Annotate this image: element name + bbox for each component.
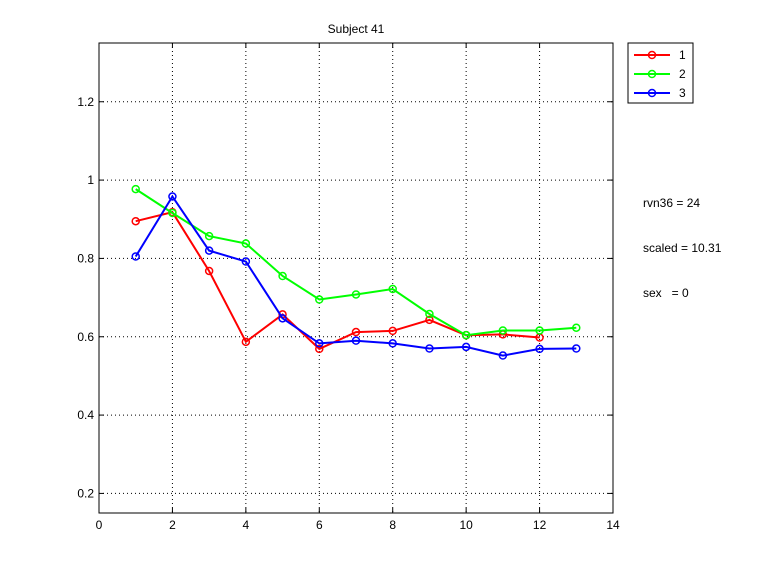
chart-title: Subject 41 [328,22,385,36]
legend: 1 2 3 [627,42,694,104]
series-line-3 [134,194,577,357]
x-tick-label: 4 [243,518,250,532]
data-point [168,208,177,218]
x-tick-label: 12 [533,518,547,532]
series-3 [131,192,581,360]
y-tick-label: 1 [87,173,94,187]
data-point [351,290,361,299]
data-point [535,344,544,354]
data-point [315,344,324,354]
annotation-sex: sex = 0 [643,286,689,300]
x-tick-label: 8 [389,518,396,532]
y-tick-label: 0.8 [77,251,94,265]
data-point [168,192,177,201]
data-point [388,339,397,348]
axis-ticks: 0 2 4 6 8 10 12 14 0.2 0.4 0.6 0.8 1 1.2 [77,43,620,532]
legend-marker-1 [647,50,657,60]
annotation-scaled: scaled = 10.31 [643,241,722,255]
legend-label-3: 3 [679,86,686,100]
data-point [315,339,324,348]
data-point [388,284,397,294]
annotation-rvn36: rvn36 = 24 [643,196,701,210]
legend-label-2: 2 [679,67,686,81]
x-tick-label: 14 [606,518,620,532]
data-point [315,295,324,304]
data-point [204,231,214,241]
data-point [572,323,581,332]
series-layer [131,184,581,360]
annotation-block: rvn36 = 24 scaled = 10.31 sex = 0 [643,166,721,316]
series-1 [131,207,544,354]
x-tick-label: 2 [169,518,176,532]
x-tick-label: 6 [316,518,323,532]
data-point [204,266,214,276]
data-point [498,326,508,335]
y-tick-label: 0.4 [77,408,94,422]
data-point [241,337,251,347]
data-point [425,344,434,353]
y-tick-label: 0.6 [77,330,94,344]
data-point [204,246,214,255]
x-tick-label: 0 [96,518,103,532]
data-point [351,327,361,337]
data-point [278,271,287,281]
data-point [131,252,140,261]
data-point [425,315,434,325]
series-line-2 [135,188,577,337]
series-2 [131,184,581,340]
data-point [535,326,544,335]
y-tick-label: 1.2 [77,95,94,109]
data-point [388,326,397,336]
data-point [498,351,508,360]
data-point [572,344,581,353]
legend-label-1: 1 [679,48,686,62]
data-point [351,336,361,345]
plot-frame [98,42,614,514]
data-point [461,330,471,340]
grid-lines [99,43,613,513]
x-tick-label: 10 [459,518,473,532]
data-point [278,314,287,323]
y-tick-label: 0.2 [77,486,94,500]
legend-marker-3 [647,88,657,98]
data-point [425,309,434,319]
data-point [241,257,251,266]
data-point [241,239,251,248]
data-point [131,184,140,194]
legend-marker-2 [647,69,657,79]
data-point [461,342,471,352]
data-point [131,216,140,226]
